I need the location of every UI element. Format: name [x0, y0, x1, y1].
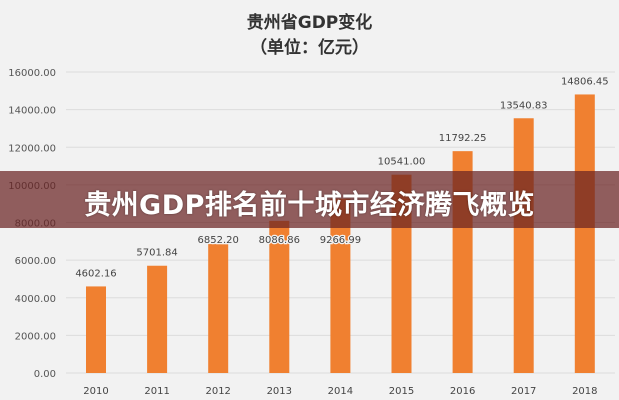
data-label: 6852.20: [198, 235, 239, 246]
y-tick-label: 6000.00: [15, 256, 56, 267]
x-tick-label: 2018: [572, 386, 597, 397]
x-tick-label: 2014: [328, 386, 353, 397]
data-label: 14806.45: [561, 76, 609, 87]
x-tick-label: 2016: [450, 386, 475, 397]
data-label: 5701.84: [136, 248, 177, 259]
bar: [147, 265, 168, 373]
data-label: 8086.86: [259, 235, 300, 246]
data-label: 10541.00: [378, 157, 426, 168]
y-tick-label: 16000.00: [8, 68, 56, 79]
x-tick-label: 2017: [511, 386, 536, 397]
data-label: 13540.83: [500, 100, 548, 111]
x-tick-label: 2011: [144, 386, 169, 397]
chart-title: 贵州省GDP变化: [246, 13, 373, 33]
y-tick-label: 0.00: [34, 369, 56, 380]
headline-text: 贵州GDP排名前十城市经济腾飞概览: [84, 190, 535, 221]
headline-banner: [0, 171, 619, 228]
bar: [574, 94, 595, 373]
data-label: 9266.99: [320, 235, 361, 246]
x-tick-label: 2015: [389, 386, 414, 397]
y-tick-label: 2000.00: [15, 331, 56, 342]
x-tick-label: 2010: [83, 386, 108, 397]
x-tick-label: 2013: [267, 386, 292, 397]
data-label: 11792.25: [439, 133, 487, 144]
y-tick-label: 14000.00: [8, 106, 56, 117]
chart-subtitle: （单位：亿元）: [250, 38, 369, 58]
bar: [86, 286, 106, 373]
bar: [330, 198, 351, 373]
data-label: 4602.16: [75, 268, 116, 279]
bar: [208, 244, 229, 373]
y-tick-label: 12000.00: [8, 143, 56, 154]
bar: [513, 118, 534, 373]
x-tick-label: 2012: [205, 386, 230, 397]
y-tick-label: 4000.00: [15, 294, 56, 305]
bar: [269, 220, 290, 373]
